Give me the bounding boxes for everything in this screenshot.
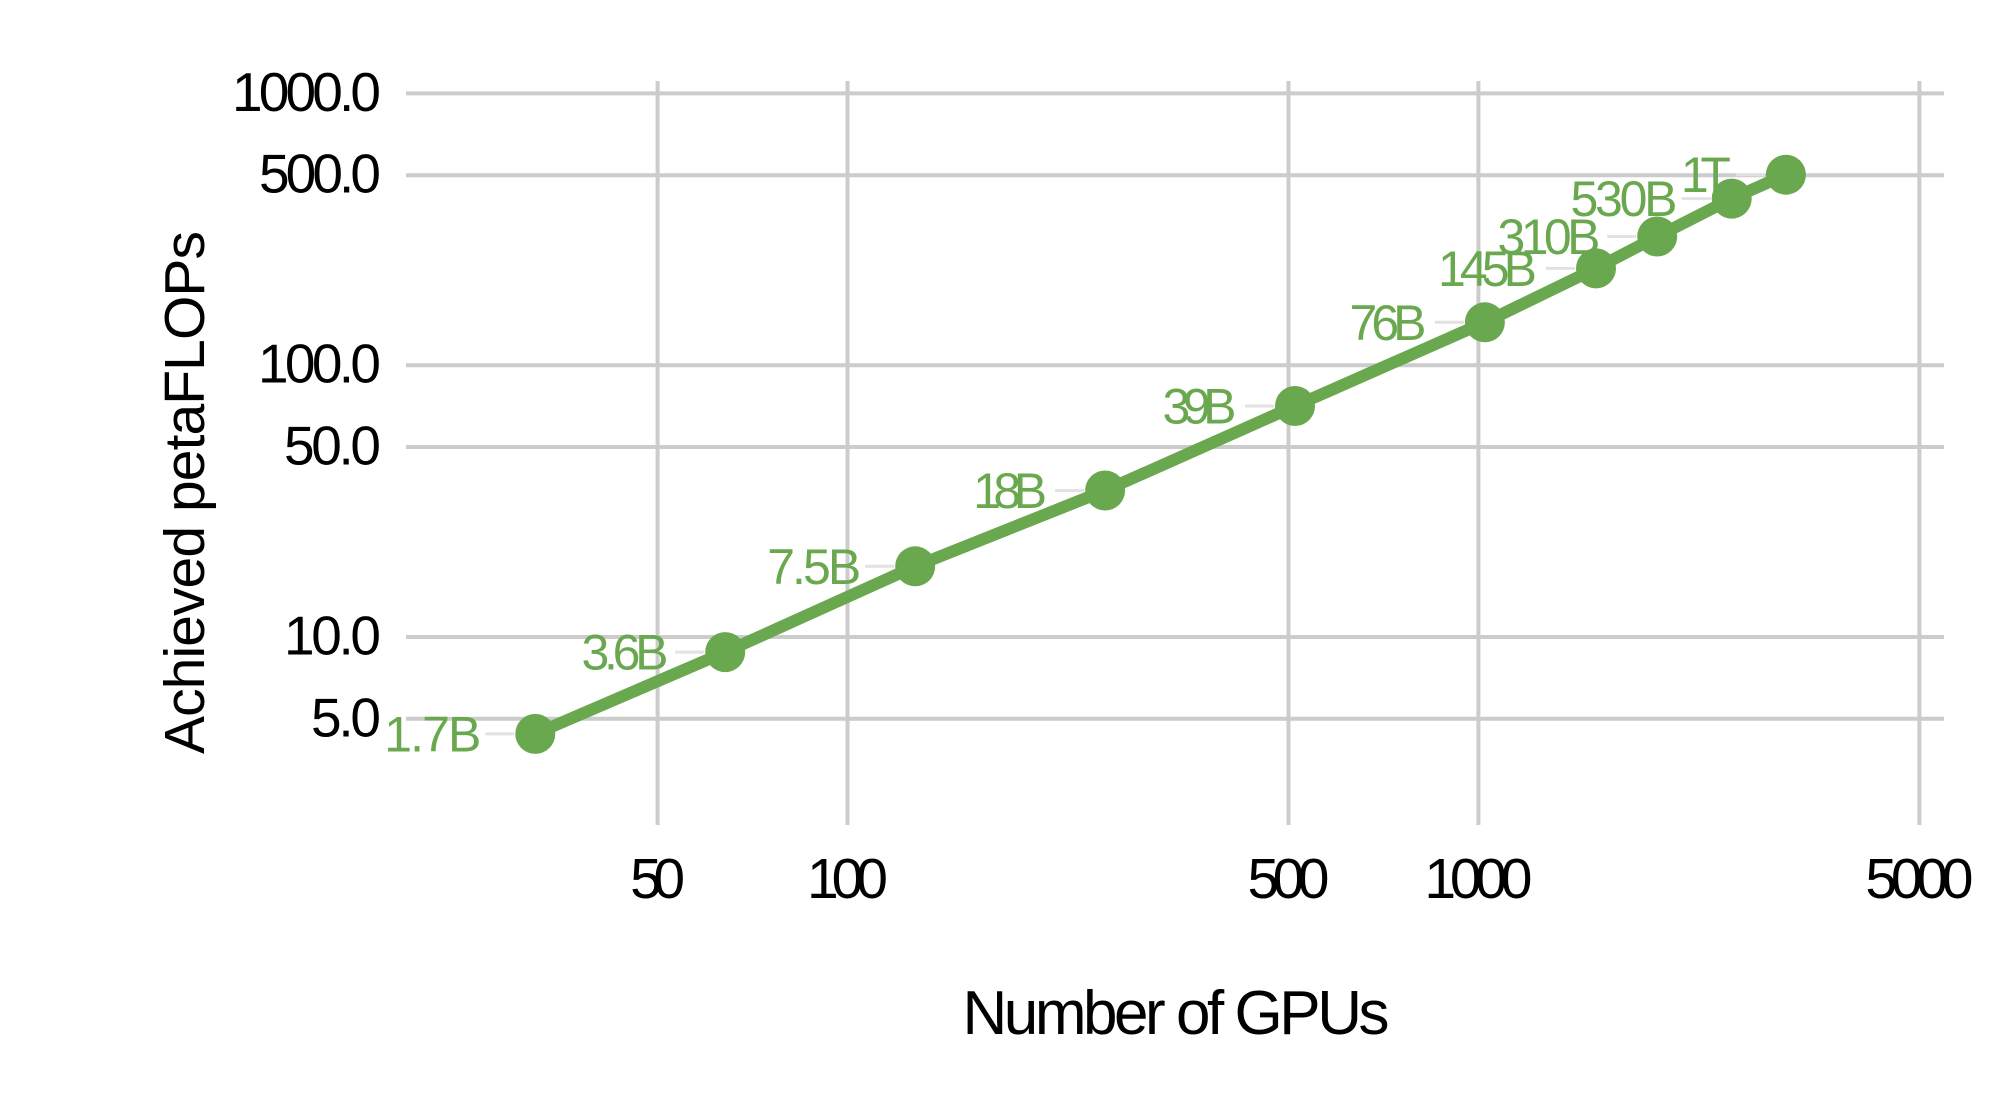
svg-text:76B: 76B	[1350, 295, 1427, 351]
svg-text:1000: 1000	[1424, 847, 1532, 911]
svg-text:310B: 310B	[1498, 209, 1601, 265]
svg-text:18B: 18B	[973, 463, 1047, 519]
svg-text:Number of GPUs: Number of GPUs	[963, 979, 1390, 1048]
svg-text:5.0: 5.0	[311, 686, 381, 748]
svg-text:3.6B: 3.6B	[582, 625, 669, 681]
svg-text:50: 50	[630, 847, 685, 911]
svg-text:50.0: 50.0	[284, 415, 381, 477]
svg-text:500.0: 500.0	[259, 143, 381, 205]
svg-text:7.5B: 7.5B	[767, 539, 861, 595]
svg-text:5000: 5000	[1865, 847, 1973, 911]
svg-text:1.7B: 1.7B	[384, 706, 481, 762]
svg-text:Achieved petaFLOPs: Achieved petaFLOPs	[153, 231, 217, 754]
svg-text:100: 100	[807, 847, 888, 911]
svg-text:1000.0: 1000.0	[232, 61, 381, 123]
svg-text:500: 500	[1248, 847, 1330, 911]
svg-text:39B: 39B	[1163, 379, 1237, 435]
svg-text:145B: 145B	[1438, 241, 1537, 297]
svg-text:530B: 530B	[1571, 171, 1678, 227]
svg-text:1T: 1T	[1681, 147, 1731, 203]
svg-text:100.0: 100.0	[258, 333, 381, 395]
svg-text:10.0: 10.0	[284, 605, 381, 667]
